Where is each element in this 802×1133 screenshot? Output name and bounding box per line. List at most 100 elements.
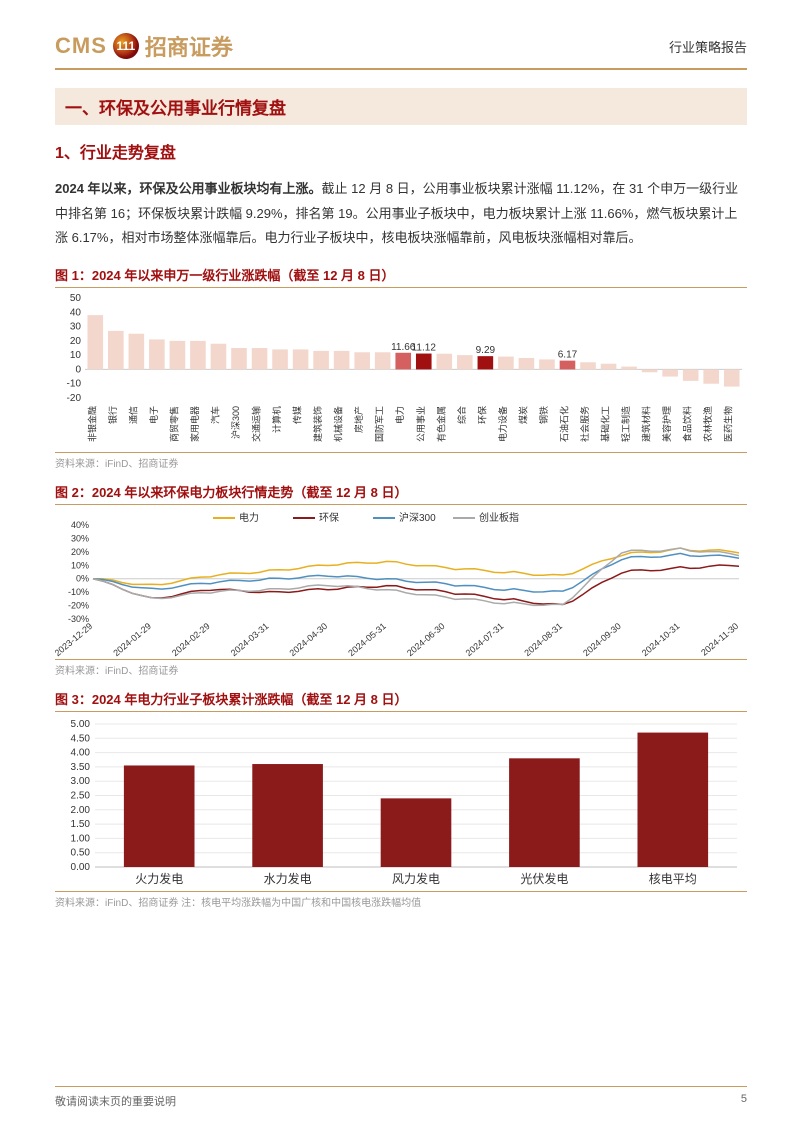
fig3-chart: 0.000.501.001.502.002.503.003.504.004.50… xyxy=(55,716,747,891)
svg-text:1.00: 1.00 xyxy=(71,833,91,844)
logo: CMS 111 招商证券 xyxy=(55,30,233,62)
fig2-title: 图 2：2024 年以来环保电力板块行情走势（截至 12 月 8 日） xyxy=(55,482,747,505)
svg-text:2024-08-31: 2024-08-31 xyxy=(522,621,564,658)
svg-text:-20: -20 xyxy=(67,393,82,404)
logo-cms-text: CMS xyxy=(55,33,107,59)
svg-text:食品饮料: 食品饮料 xyxy=(682,406,693,442)
fig3-title: 图 3：2024 年电力行业子板块累计涨跌幅（截至 12 月 8 日） xyxy=(55,689,747,712)
svg-text:4.50: 4.50 xyxy=(71,733,91,744)
svg-text:计算机: 计算机 xyxy=(271,406,282,433)
svg-text:2024-11-30: 2024-11-30 xyxy=(699,621,740,658)
svg-text:电力设备: 电力设备 xyxy=(497,406,508,442)
footer-page-number: 5 xyxy=(741,1093,747,1109)
svg-text:40: 40 xyxy=(70,307,82,318)
body-lead: 2024 年以来，环保及公用事业板块均有上涨。 xyxy=(55,181,322,196)
svg-text:-10: -10 xyxy=(67,379,82,390)
svg-text:环保: 环保 xyxy=(319,511,339,524)
svg-text:0.00: 0.00 xyxy=(71,862,91,873)
svg-text:沪深300: 沪深300 xyxy=(399,511,436,524)
header-right-label: 行业策略报告 xyxy=(669,37,747,56)
svg-text:房地产: 房地产 xyxy=(353,406,364,433)
svg-text:传媒: 传媒 xyxy=(292,406,303,424)
svg-text:通信: 通信 xyxy=(127,406,138,424)
page-header: CMS 111 招商证券 行业策略报告 xyxy=(55,30,747,70)
svg-text:11.12: 11.12 xyxy=(412,343,437,354)
svg-text:综合: 综合 xyxy=(456,406,467,424)
svg-text:5.00: 5.00 xyxy=(71,719,91,730)
svg-text:沪深300: 沪深300 xyxy=(230,406,241,439)
svg-text:核电平均: 核电平均 xyxy=(649,872,697,886)
svg-text:电力: 电力 xyxy=(394,406,405,424)
section-title: 一、环保及公用事业行情复盘 xyxy=(55,88,747,125)
svg-text:2024-06-30: 2024-06-30 xyxy=(405,621,447,658)
svg-text:0: 0 xyxy=(75,364,81,375)
svg-text:建筑装饰: 建筑装饰 xyxy=(312,406,323,442)
svg-text:钢铁: 钢铁 xyxy=(538,406,549,424)
footer: 敬请阅读末页的重要说明 5 xyxy=(55,1086,747,1109)
svg-text:30%: 30% xyxy=(71,533,89,543)
svg-text:国防军工: 国防军工 xyxy=(374,406,385,442)
svg-text:电子: 电子 xyxy=(148,406,159,424)
svg-text:社会服务: 社会服务 xyxy=(579,406,590,442)
svg-text:0.50: 0.50 xyxy=(71,848,91,859)
logo-circle-icon: 111 xyxy=(113,33,139,59)
svg-text:40%: 40% xyxy=(71,520,89,530)
svg-text:银行: 银行 xyxy=(107,406,118,424)
svg-text:电力: 电力 xyxy=(239,511,259,524)
svg-text:非银金融: 非银金融 xyxy=(86,406,97,442)
svg-text:2.00: 2.00 xyxy=(71,805,91,816)
body-paragraph: 2024 年以来，环保及公用事业板块均有上涨。截止 12 月 8 日，公用事业板… xyxy=(55,177,747,251)
svg-text:家用电器: 家用电器 xyxy=(189,406,200,442)
svg-text:火力发电: 火力发电 xyxy=(135,871,183,886)
svg-text:石油石化: 石油石化 xyxy=(558,406,569,442)
fig1-title: 图 1：2024 年以来申万一级行业涨跌幅（截至 12 月 8 日） xyxy=(55,265,747,288)
svg-text:0%: 0% xyxy=(76,574,89,584)
fig1-source: 资料来源：iFinD、招商证券 xyxy=(55,452,747,470)
svg-text:9.29: 9.29 xyxy=(476,345,496,356)
svg-text:商贸零售: 商贸零售 xyxy=(168,406,179,442)
fig3-source: 资料来源：iFinD、招商证券 注：核电平均涨跌幅为中国广核和中国核电涨跌幅均值 xyxy=(55,891,747,909)
svg-text:-10%: -10% xyxy=(68,587,89,597)
svg-text:光伏发电: 光伏发电 xyxy=(520,871,568,886)
svg-text:2024-03-31: 2024-03-31 xyxy=(229,621,271,658)
svg-text:30: 30 xyxy=(70,322,82,333)
svg-text:基础化工: 基础化工 xyxy=(600,406,611,442)
svg-text:轻工制造: 轻工制造 xyxy=(620,406,631,442)
svg-text:2024-07-31: 2024-07-31 xyxy=(464,621,506,658)
svg-text:6.17: 6.17 xyxy=(558,350,578,361)
svg-text:2024-04-30: 2024-04-30 xyxy=(287,621,329,658)
svg-text:创业板指: 创业板指 xyxy=(479,511,519,524)
svg-text:2.50: 2.50 xyxy=(71,791,91,802)
svg-text:汽车: 汽车 xyxy=(209,406,220,424)
logo-cn-text: 招商证券 xyxy=(145,30,233,62)
svg-text:1.50: 1.50 xyxy=(71,819,91,830)
svg-text:20%: 20% xyxy=(71,547,89,557)
fig2-chart: -30%-20%-10%0%10%20%30%40%电力环保沪深300创业板指2… xyxy=(55,509,747,659)
svg-text:水力发电: 水力发电 xyxy=(264,871,312,886)
svg-text:美容护理: 美容护理 xyxy=(661,406,672,442)
subsection-title: 1、行业走势复盘 xyxy=(55,139,747,163)
svg-text:风力发电: 风力发电 xyxy=(392,871,440,886)
svg-text:-20%: -20% xyxy=(68,601,89,611)
fig2-source: 资料来源：iFinD、招商证券 xyxy=(55,659,747,677)
svg-text:10: 10 xyxy=(70,350,82,361)
footer-left: 敬请阅读末页的重要说明 xyxy=(55,1093,176,1109)
svg-text:3.00: 3.00 xyxy=(71,776,91,787)
svg-text:交通运输: 交通运输 xyxy=(251,406,262,442)
svg-text:2024-05-31: 2024-05-31 xyxy=(346,621,388,658)
svg-text:2024-09-30: 2024-09-30 xyxy=(581,621,623,658)
svg-text:2024-02-29: 2024-02-29 xyxy=(170,621,212,658)
svg-text:10%: 10% xyxy=(71,560,89,570)
svg-text:20: 20 xyxy=(70,336,82,347)
svg-text:4.00: 4.00 xyxy=(71,748,91,759)
svg-text:公用事业: 公用事业 xyxy=(415,406,426,442)
svg-text:医药生物: 医药生物 xyxy=(723,406,734,442)
svg-text:2024-10-31: 2024-10-31 xyxy=(640,621,682,658)
svg-text:农林牧渔: 农林牧渔 xyxy=(702,406,713,442)
svg-text:2024-01-29: 2024-01-29 xyxy=(111,621,153,658)
svg-text:2023-12-29: 2023-12-29 xyxy=(55,621,94,658)
svg-text:环保: 环保 xyxy=(476,406,487,424)
svg-text:50: 50 xyxy=(70,293,82,304)
fig1-chart: -20-100102030405011.6611.129.296.17非银金融银… xyxy=(55,292,747,452)
svg-text:煤炭: 煤炭 xyxy=(517,406,528,424)
